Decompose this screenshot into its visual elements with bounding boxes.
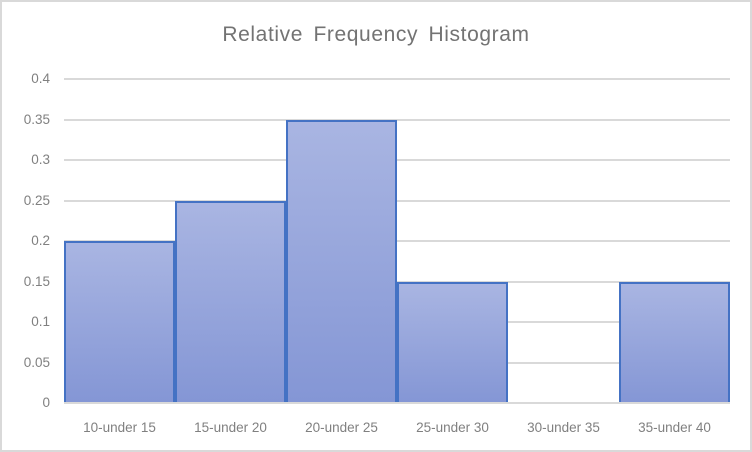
histogram-bar (397, 281, 508, 403)
x-axis-category-label: 20-under 25 (305, 420, 378, 435)
chart-title: Relative Frequency Histogram (222, 23, 530, 46)
histogram-bar (64, 241, 175, 403)
y-axis-tick-label: 0.1 (31, 314, 50, 329)
histogram-bar (286, 119, 397, 403)
gridline (64, 159, 730, 161)
x-axis-line (64, 402, 730, 404)
gridline (64, 199, 730, 202)
y-axis-tick-label: 0.35 (23, 111, 50, 127)
y-axis-tick-label: 0.25 (23, 192, 50, 208)
x-axis-category-label: 35-under 40 (638, 420, 711, 435)
y-axis-tick-label: 0 (42, 395, 50, 410)
gridline (64, 240, 730, 242)
y-axis-tick-label: 0.3 (31, 152, 50, 167)
plot-area (64, 78, 730, 404)
x-axis-category-label: 15-under 20 (194, 420, 267, 435)
y-axis-tick-label: 0.2 (31, 233, 50, 248)
x-axis-category-label: 10-under 15 (83, 420, 156, 435)
x-axis-category-label: 25-under 30 (416, 420, 489, 435)
gridline (64, 78, 730, 80)
y-axis-tick-label: 0.05 (23, 354, 50, 370)
y-axis-tick-label: 0.15 (23, 273, 50, 289)
gridline (64, 118, 730, 121)
y-axis-tick-label: 0.4 (31, 71, 50, 86)
histogram-bar (175, 200, 286, 403)
histogram-bar (619, 281, 730, 403)
x-axis-category-label: 30-under 35 (527, 420, 600, 435)
